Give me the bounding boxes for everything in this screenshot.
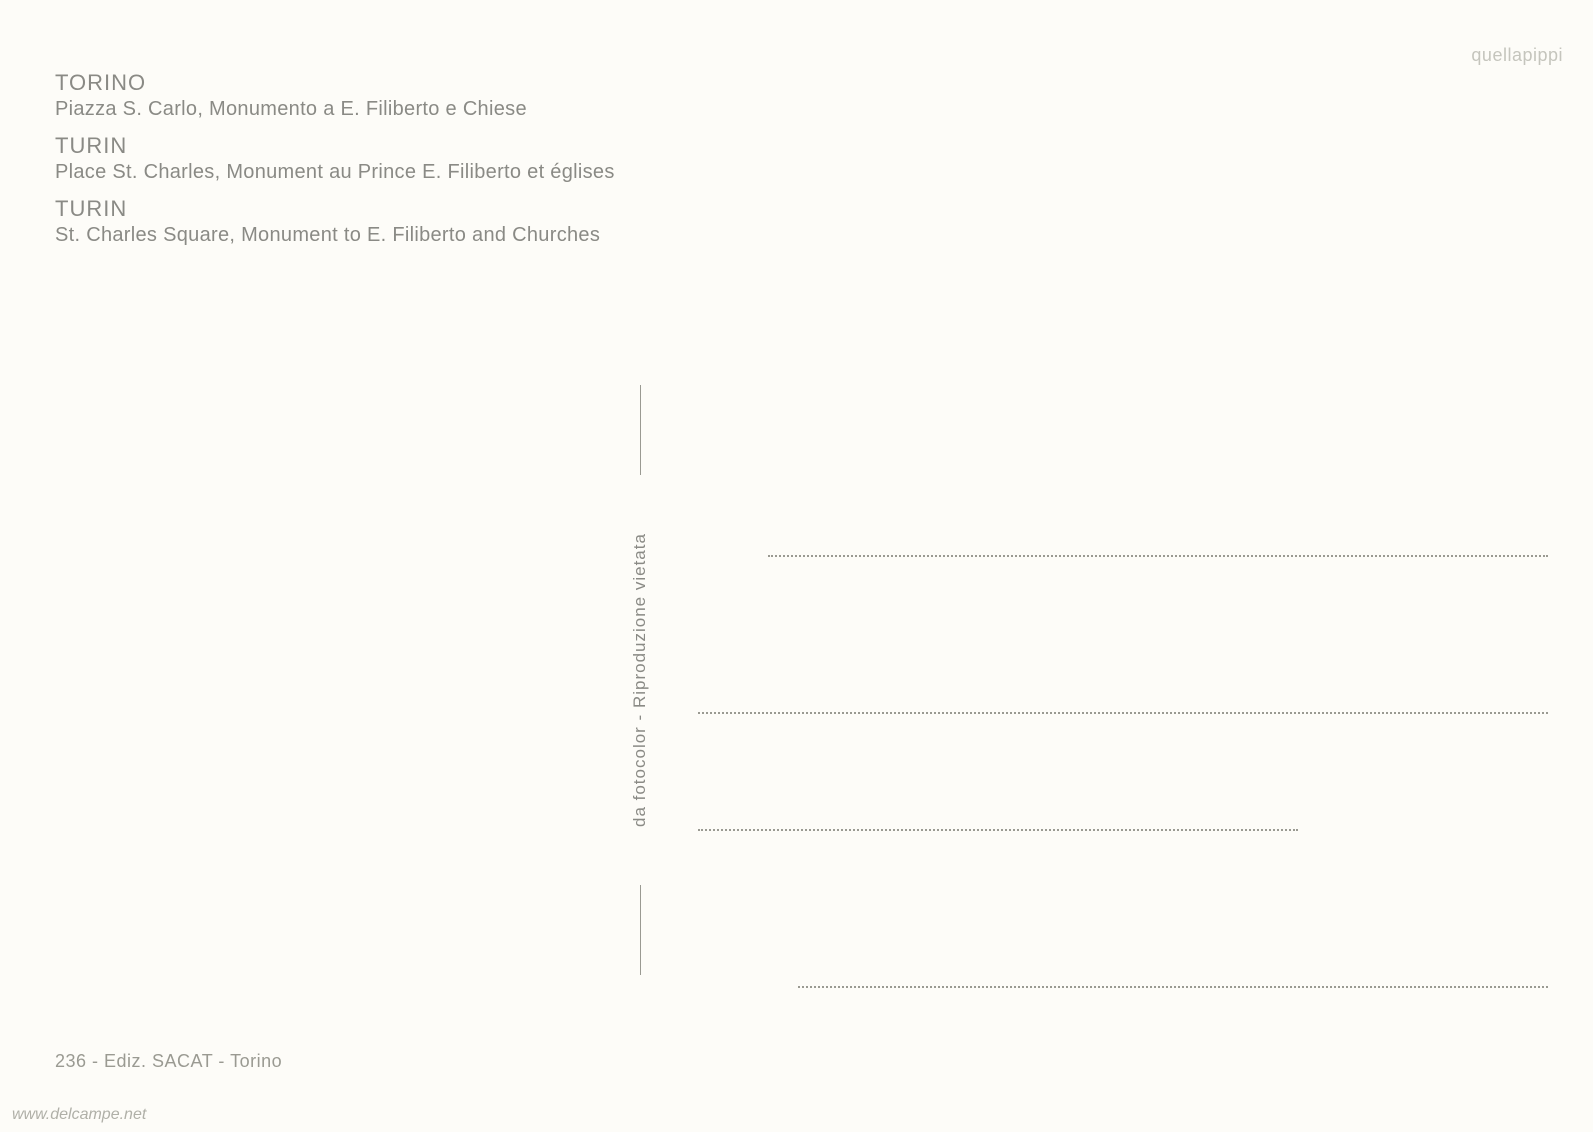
postcard-back: TORINO Piazza S. Carlo, Monumento a E. F… bbox=[0, 0, 1593, 1132]
divider-line bbox=[640, 385, 641, 475]
address-area bbox=[698, 555, 1548, 988]
address-line bbox=[698, 829, 1298, 831]
caption-desc: St. Charles Square, Monument to E. Filib… bbox=[55, 224, 615, 247]
divider-line bbox=[640, 885, 641, 975]
caption-block: TORINO Piazza S. Carlo, Monumento a E. F… bbox=[55, 70, 615, 259]
caption-italian: TORINO Piazza S. Carlo, Monumento a E. F… bbox=[55, 70, 615, 121]
caption-title: TURIN bbox=[55, 196, 615, 222]
caption-title: TORINO bbox=[55, 70, 615, 96]
publisher-credit: 236 - Ediz. SACAT - Torino bbox=[55, 1051, 282, 1072]
caption-desc: Piazza S. Carlo, Monumento a E. Filibert… bbox=[55, 98, 615, 121]
user-watermark: quellapippi bbox=[1471, 45, 1563, 66]
address-line bbox=[698, 712, 1548, 714]
caption-french: TURIN Place St. Charles, Monument au Pri… bbox=[55, 133, 615, 184]
caption-english: TURIN St. Charles Square, Monument to E.… bbox=[55, 196, 615, 247]
caption-desc: Place St. Charles, Monument au Prince E.… bbox=[55, 161, 615, 184]
caption-title: TURIN bbox=[55, 133, 615, 159]
site-watermark: www.delcampe.net bbox=[12, 1106, 146, 1124]
address-line bbox=[768, 555, 1548, 557]
address-line bbox=[798, 986, 1548, 988]
divider-copyright-text: da fotocolor - Riproduzione vietata bbox=[630, 480, 650, 880]
